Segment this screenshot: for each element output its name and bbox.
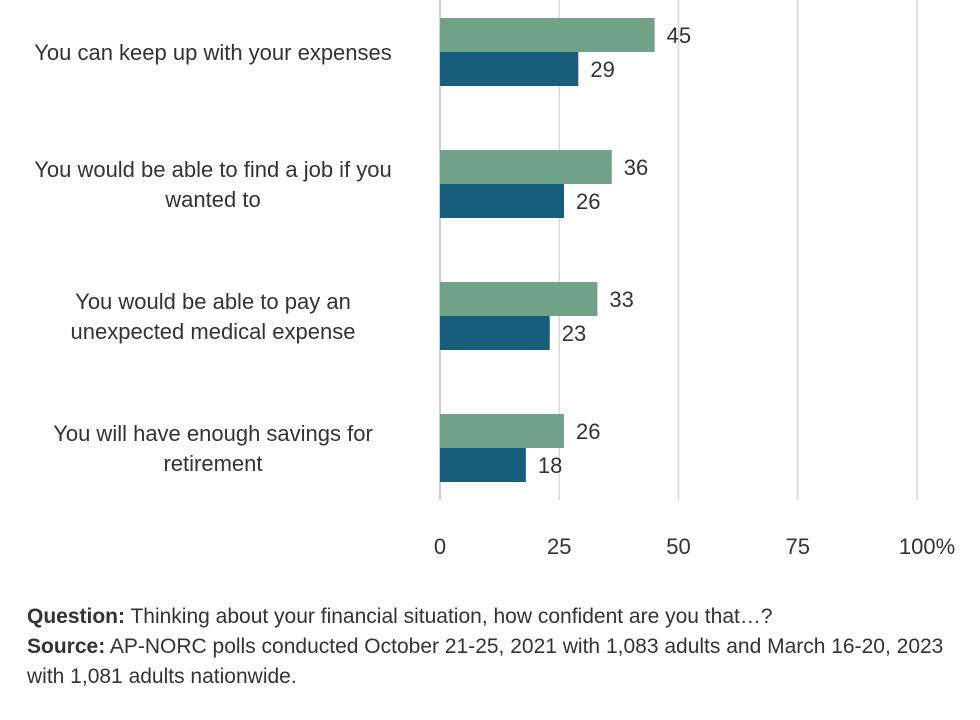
data-label: 26: [576, 189, 600, 214]
source-note: Source: AP-NORC polls conducted October …: [27, 632, 962, 692]
x-tick-label: 0: [434, 534, 446, 559]
x-tick-label: 75: [786, 534, 810, 559]
data-label: 29: [590, 57, 614, 82]
bar: [440, 52, 579, 86]
category-label-line: You will have enough savings for: [53, 421, 373, 446]
question-text: Thinking about your financial situation,…: [125, 605, 773, 628]
bar: [440, 18, 655, 52]
category-label-line: You would be able to pay an: [75, 289, 351, 314]
category-label: You can keep up with your expenses: [34, 40, 392, 65]
bar-chart: 0 25 50 75 100% 45 29 You can keep up with your…: [34, 0, 955, 559]
data-label: 36: [624, 155, 648, 180]
chart-notes: Question: Thinking about your financial …: [27, 602, 962, 692]
x-tick-label: 50: [666, 534, 690, 559]
question-note: Question: Thinking about your financial …: [27, 602, 962, 632]
category-label: You would be able to pay an unexpected me…: [71, 289, 356, 344]
data-label: 23: [562, 321, 586, 346]
category-label: You will have enough savings for retireme…: [53, 421, 373, 476]
bar: [440, 414, 565, 448]
bar: [440, 448, 526, 482]
data-label: 26: [576, 419, 600, 444]
category-label-line: wanted to: [164, 187, 260, 212]
x-tick-label: 100%: [899, 534, 955, 559]
bar: [440, 184, 565, 218]
source-label: Source:: [27, 635, 106, 658]
bar: [440, 150, 612, 184]
category-label-line: You can keep up with your expenses: [34, 40, 392, 65]
category-label-line: You would be able to find a job if you: [34, 157, 392, 182]
data-label: 45: [667, 23, 691, 48]
category-label: You would be able to find a job if you wa…: [34, 157, 392, 212]
category-label-line: retirement: [163, 451, 262, 476]
question-label: Question:: [27, 605, 125, 628]
source-text: AP-NORC polls conducted October 21-25, 2…: [27, 635, 944, 688]
data-label: 18: [538, 453, 562, 478]
x-tick-label: 25: [547, 534, 571, 559]
data-label: 33: [609, 287, 633, 312]
bar: [440, 316, 550, 350]
bar: [440, 282, 598, 316]
category-label-line: unexpected medical expense: [71, 319, 356, 344]
